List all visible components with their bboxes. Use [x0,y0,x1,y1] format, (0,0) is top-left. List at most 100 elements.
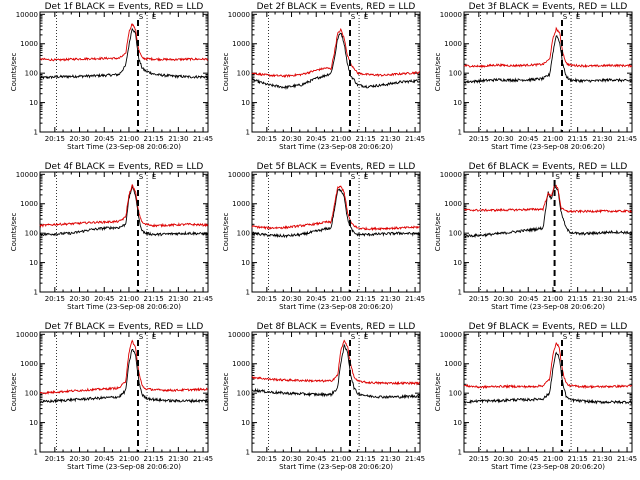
y-tick-label: 10000 [16,331,38,339]
series-black-events [463,351,633,405]
y-tick-label: 10 [241,99,250,107]
start-marker-label: S [139,173,144,181]
panel-det-4: Det 4f BLACK = Events, RED = LLD 1 10 100 10… [10,162,213,311]
x-tick-label: 21:00 [119,295,139,303]
x-tick-label: 20:45 [518,295,538,303]
x-axis-label: Start Time (23-Sep-08 20:06:20) [491,303,605,311]
series-red-lld [463,182,632,214]
x-tick-label: 21:15 [356,295,376,303]
y-tick-label: 10 [453,259,462,267]
x-tick-label: 21:00 [119,135,139,143]
start-marker-label: S [139,333,144,341]
y-tick-label: 10000 [16,11,38,19]
y-tick-label: 10000 [228,171,250,179]
series-black-events [39,27,209,80]
series-red-lld [463,26,633,69]
plot-frame [39,171,209,293]
x-axis-label: Start Time (23-Sep-08 20:06:20) [279,303,393,311]
y-tick-label: 1000 [20,40,38,48]
x-tick-label: 20:15 [45,295,65,303]
start-marker-label: S [351,13,356,21]
x-tick-label: 21:15 [568,135,588,143]
y-tick-label: 10 [29,259,38,267]
panel-title: Det 8f BLACK = Events, RED = LLD [257,322,416,332]
plot-frame [251,171,421,293]
y-axis-label: Counts/sec [434,53,442,92]
x-tick-label: 20:15 [257,135,277,143]
panel-title: Det 4f BLACK = Events, RED = LLD [45,162,204,172]
series-red-lld [463,341,633,390]
x-tick-label: 21:00 [331,135,351,143]
end-marker-label: E [152,173,156,181]
start-marker-label: S [555,173,560,181]
y-tick-label: 100 [449,230,462,238]
y-tick-label: 1 [34,289,38,297]
x-tick-label: 21:15 [144,455,164,463]
x-tick-label: 20:30 [493,295,513,303]
y-axis-label: Counts/sec [10,53,18,92]
x-tick-label: 20:30 [493,455,513,463]
panel-title: Det 5f BLACK = Events, RED = LLD [257,162,416,172]
y-tick-label: 10000 [440,171,462,179]
y-tick-label: 1000 [232,200,250,208]
panel-det-6: Det 6f BLACK = Events, RED = LLD 1 10 100 10… [434,162,637,311]
y-axis-label: Counts/sec [222,213,230,252]
series-black-events [39,348,209,404]
plot-frame [251,331,421,453]
x-axis-label: Start Time (23-Sep-08 20:06:20) [67,143,181,151]
x-tick-label: 20:30 [281,295,301,303]
x-tick-label: 20:15 [469,135,489,143]
x-tick-label: 21:00 [119,455,139,463]
panel-det-8: Det 8f BLACK = Events, RED = LLD 1 10 100 10… [222,322,425,471]
panel-title: Det 1f BLACK = Events, RED = LLD [45,2,204,12]
y-tick-label: 100 [449,390,462,398]
series-red-lld [251,339,420,386]
x-tick-label: 20:30 [69,295,89,303]
x-tick-label: 21:45 [193,135,213,143]
x-tick-label: 20:15 [45,135,65,143]
y-tick-label: 10 [241,419,250,427]
y-axis-label: Counts/sec [10,373,18,412]
x-tick-label: 21:45 [193,295,213,303]
y-tick-label: 10000 [228,331,250,339]
panel-title: Det 3f BLACK = Events, RED = LLD [469,2,628,12]
start-marker-label: S [351,333,356,341]
x-tick-label: 20:15 [45,455,65,463]
series-red-lld [39,339,208,395]
x-tick-label: 21:15 [568,295,588,303]
y-tick-label: 100 [449,70,462,78]
panel-det-1: Det 1f BLACK = Events, RED = LLD 1 10 100 10… [10,2,213,151]
x-tick-label: 20:45 [94,135,114,143]
end-marker-label: E [152,13,156,21]
start-marker-label: S [139,13,144,21]
x-tick-label: 20:45 [306,455,326,463]
x-tick-label: 20:45 [94,295,114,303]
start-marker-label: S [563,13,568,21]
y-tick-label: 1000 [20,360,38,368]
x-axis-label: Start Time (23-Sep-08 20:06:20) [491,143,605,151]
series-black-events [251,343,421,400]
y-tick-label: 100 [237,230,250,238]
x-tick-label: 20:45 [306,295,326,303]
y-tick-label: 10 [453,419,462,427]
plot-frame [463,331,633,453]
x-axis-label: Start Time (23-Sep-08 20:06:20) [67,303,181,311]
series-black-events [251,188,421,239]
panel-title: Det 9f BLACK = Events, RED = LLD [469,322,628,332]
x-tick-label: 21:45 [405,135,425,143]
x-tick-label: 21:45 [193,455,213,463]
y-tick-label: 1 [458,449,462,457]
x-tick-label: 20:45 [518,135,538,143]
x-tick-label: 20:30 [69,455,89,463]
y-tick-label: 10 [29,99,38,107]
x-tick-label: 21:30 [380,135,400,143]
y-tick-label: 1 [246,289,250,297]
series-red-lld [251,27,421,78]
y-tick-label: 100 [25,70,38,78]
end-marker-label: E [576,333,580,341]
x-tick-label: 20:15 [257,455,277,463]
x-tick-label: 21:30 [592,455,612,463]
y-tick-label: 1000 [444,40,462,48]
panel-det-5: Det 5f BLACK = Events, RED = LLD 1 10 100 10… [222,162,425,311]
